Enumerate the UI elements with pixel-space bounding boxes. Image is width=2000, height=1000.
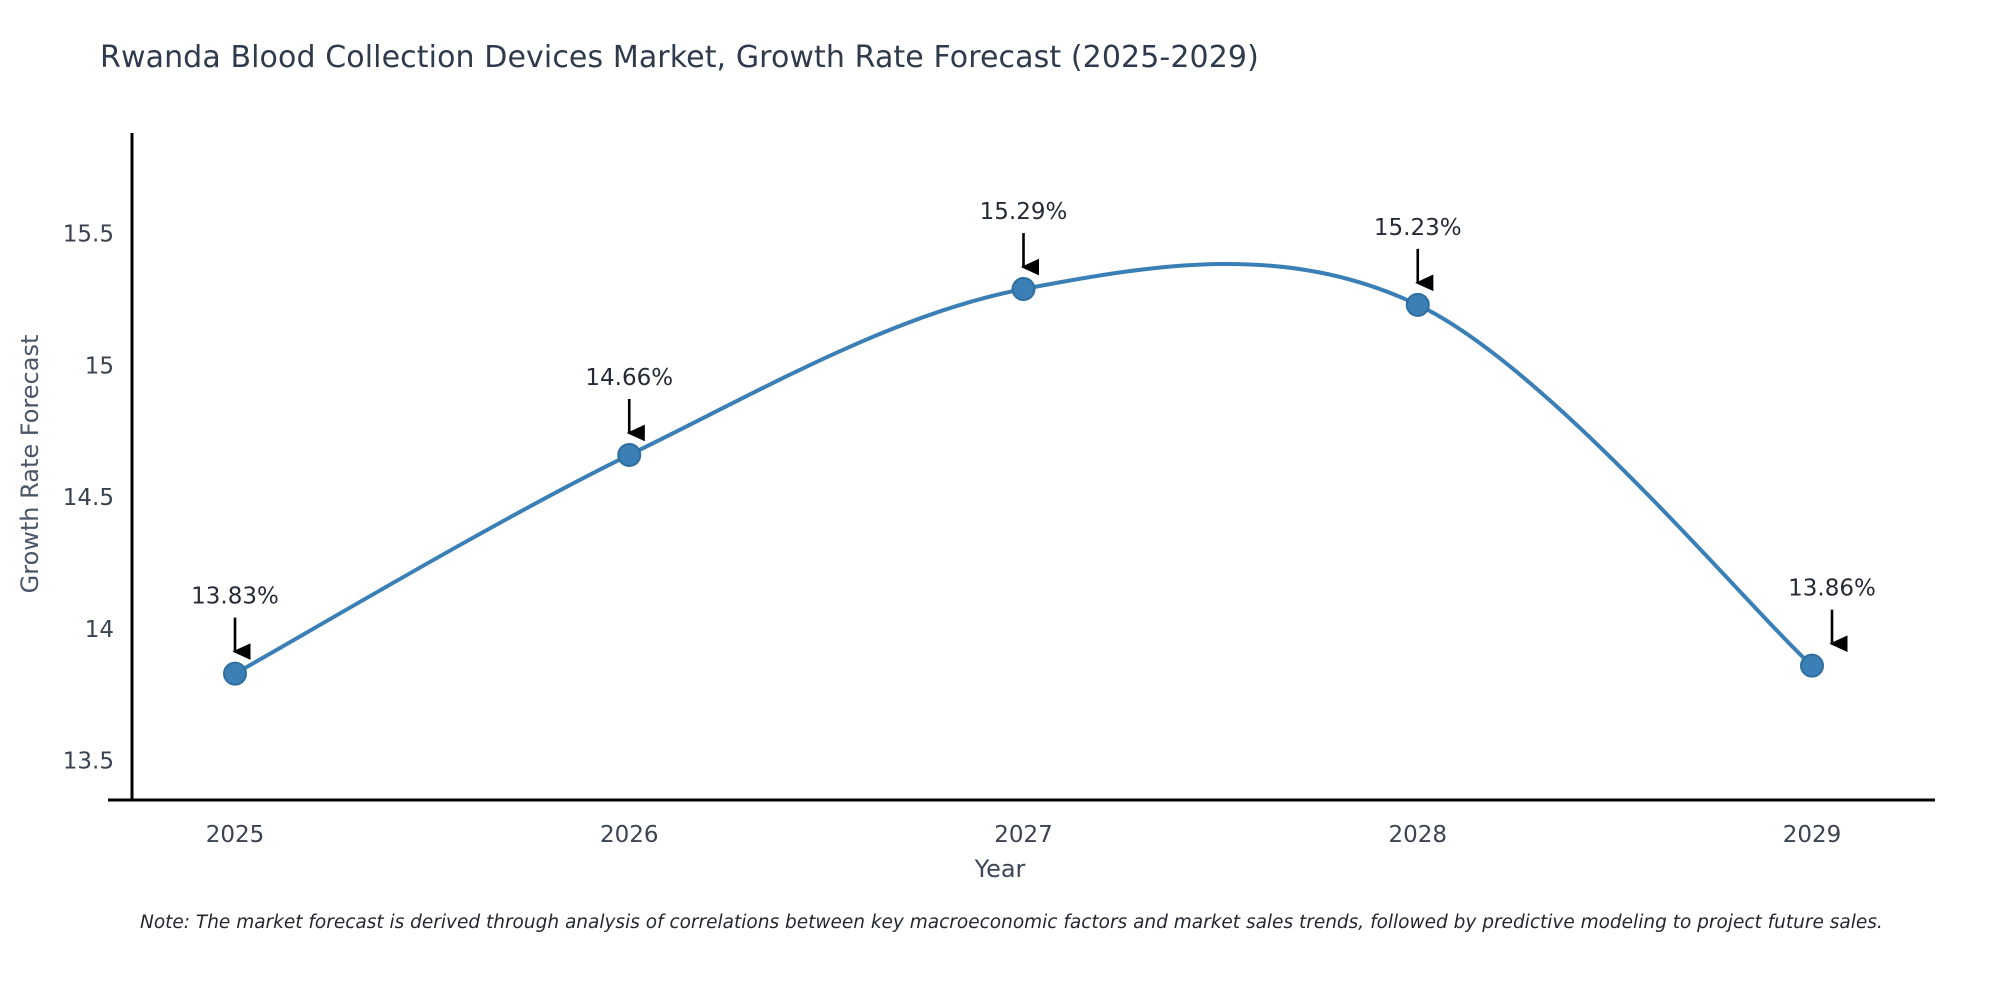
x-tick-label: 2027 bbox=[994, 822, 1053, 848]
data-point-marker[interactable] bbox=[223, 661, 247, 686]
x-tick-label: 2029 bbox=[1783, 822, 1842, 848]
chart-footnote: Note: The market forecast is derived thr… bbox=[140, 912, 1883, 933]
y-tick-label: 13.5 bbox=[63, 748, 114, 774]
data-point-label: 13.83% bbox=[191, 584, 279, 610]
y-tick-label: 15.5 bbox=[63, 222, 114, 248]
data-point-marker[interactable] bbox=[1405, 292, 1430, 317]
x-tick-label: 2025 bbox=[206, 822, 265, 848]
x-tick-label: 2028 bbox=[1388, 822, 1447, 848]
x-tick-label: 2026 bbox=[600, 822, 659, 848]
forecast-line bbox=[233, 261, 1814, 676]
y-tick-label: 14 bbox=[85, 617, 114, 643]
y-tick-label: 15 bbox=[85, 353, 114, 379]
data-point-label: 15.29% bbox=[980, 199, 1068, 225]
y-tick-label: 14.5 bbox=[63, 485, 114, 511]
data-point-marker[interactable] bbox=[1800, 653, 1824, 678]
data-point-marker[interactable] bbox=[1011, 277, 1036, 302]
data-point-label: 13.86% bbox=[1788, 576, 1876, 602]
data-point-marker[interactable] bbox=[617, 442, 642, 467]
data-point-label: 15.23% bbox=[1374, 215, 1462, 241]
chart-title: Rwanda Blood Collection Devices Market, … bbox=[100, 40, 1259, 75]
x-axis-title: Year bbox=[974, 855, 1026, 883]
data-point-label: 14.66% bbox=[585, 365, 673, 391]
